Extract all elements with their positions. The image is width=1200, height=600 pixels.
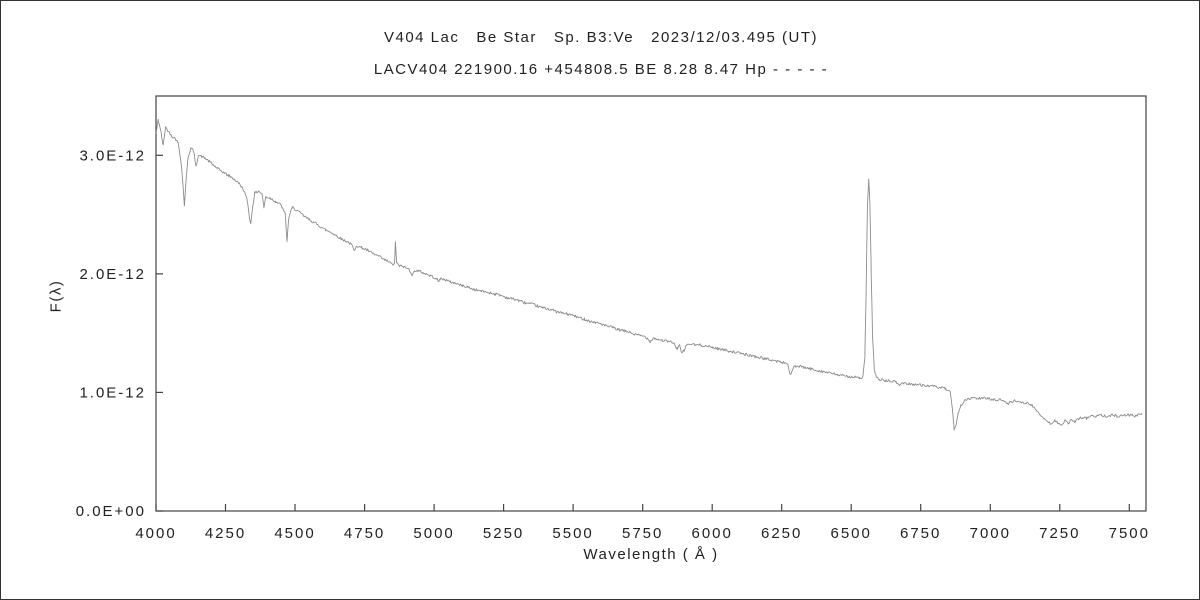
x-tick-label: 7250: [1039, 525, 1080, 542]
x-tick-label: 5000: [413, 525, 454, 542]
x-tick-label: 4500: [274, 525, 315, 542]
x-tick-label: 7000: [970, 525, 1011, 542]
y-tick-label: 1.0E-12: [79, 384, 146, 401]
x-tick-label: 7500: [1109, 525, 1150, 542]
x-tick-label: 6500: [831, 525, 872, 542]
x-tick-label: 6750: [900, 525, 941, 542]
y-axis-label: F(λ): [47, 279, 65, 313]
plot-frame: [155, 95, 1147, 512]
spectrum-line: [155, 118, 1143, 431]
x-tick-label: 6000: [692, 525, 733, 542]
x-tick-label: 4750: [344, 525, 385, 542]
chart-subtitle: LACV404 221900.16 +454808.5 BE 8.28 8.47…: [373, 61, 829, 78]
x-tick-label: 5750: [622, 525, 663, 542]
chart-title: V404 Lac Be Star Sp. B3:Ve 2023/12/03.49…: [383, 29, 819, 46]
x-tick-label: 4000: [135, 525, 176, 542]
y-tick-label: 3.0E-12: [79, 147, 146, 164]
x-tick-label: 5250: [483, 525, 524, 542]
x-tick-label: 5500: [552, 525, 593, 542]
x-tick-label: 4250: [205, 525, 246, 542]
y-tick-label: 2.0E-12: [79, 266, 146, 283]
x-axis-label: Wavelength ( Å ): [583, 546, 719, 563]
x-tick-label: 6250: [761, 525, 802, 542]
y-tick-label: 0.0E+00: [76, 503, 146, 520]
